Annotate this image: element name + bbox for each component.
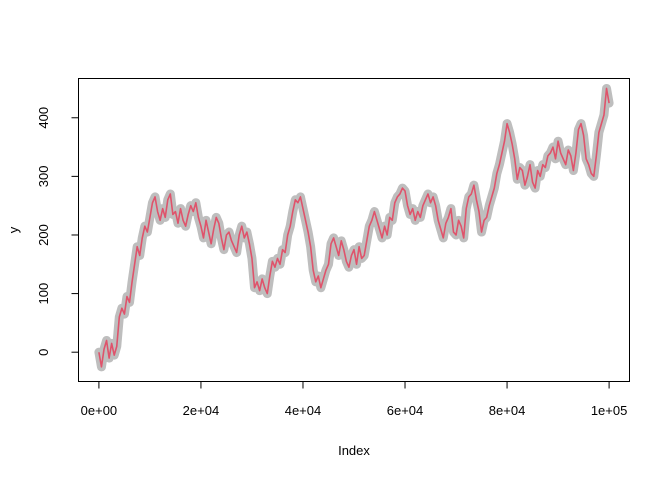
y-tick-label-1: 100	[36, 283, 51, 305]
series-line-0	[98, 87, 610, 368]
x-tick-label-4: 8e+04	[489, 403, 526, 418]
x-tick-label-0: 0e+00	[81, 403, 118, 418]
series-layer	[94, 83, 614, 372]
plot-region	[78, 78, 630, 382]
x-tick-label-2: 4e+04	[285, 403, 322, 418]
y-tick-label-0: 0	[36, 349, 51, 356]
x-tick-label-3: 6e+04	[387, 403, 424, 418]
x-tick-label-5: 1e+05	[591, 403, 628, 418]
x-axis: 0e+00 2e+04 4e+04 6e+04 8e+04 1e+05	[81, 381, 628, 418]
y-tick-label-2: 200	[36, 224, 51, 246]
y-tick-label-4: 400	[36, 107, 51, 129]
x-tick-label-1: 2e+04	[183, 403, 220, 418]
y-tick-label-3: 300	[36, 166, 51, 188]
y-axis: 0 100 200 300 400	[36, 107, 79, 356]
y-axis-label: y	[6, 226, 21, 233]
x-axis-label: Index	[338, 443, 370, 458]
